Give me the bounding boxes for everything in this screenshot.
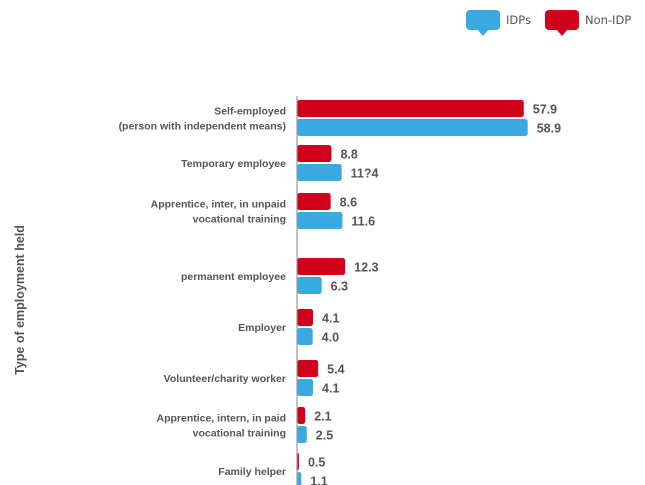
bar-non-idp bbox=[297, 360, 319, 377]
bar-idp bbox=[297, 472, 302, 485]
data-label-non-idp: 4.1 bbox=[322, 312, 339, 326]
category-label: vocational training bbox=[193, 428, 286, 440]
bar-non-idp bbox=[297, 193, 331, 210]
category-label: vocational training bbox=[193, 214, 286, 226]
data-label-non-idp: 2.1 bbox=[314, 410, 331, 424]
category-label: Volunteer/charity worker bbox=[164, 373, 286, 385]
legend-swatch-non-idp bbox=[544, 10, 579, 36]
bar-idp bbox=[297, 379, 314, 396]
data-label-idp: 11?4 bbox=[351, 167, 379, 181]
category-label: Employer bbox=[238, 322, 286, 334]
data-label-idp: 11.6 bbox=[351, 215, 375, 229]
legend-item-non-idp: Non-IDP bbox=[544, 10, 632, 36]
data-label-idp: 4.0 bbox=[322, 331, 339, 345]
category-label: (person with independent means) bbox=[119, 121, 286, 133]
legend-item-idps: IDPs bbox=[466, 10, 531, 36]
data-label-idp: 4.1 bbox=[322, 382, 339, 396]
category-label: Apprentice, intern, in paid bbox=[156, 413, 286, 425]
bar-idp bbox=[297, 426, 307, 443]
bar-idp bbox=[297, 119, 528, 136]
bar-idp bbox=[297, 277, 322, 294]
legend-label-idps: IDPs bbox=[506, 13, 531, 27]
data-label-non-idp: 57.9 bbox=[533, 103, 557, 117]
data-label-idp: 2.5 bbox=[316, 429, 333, 443]
category-label: Apprentice, inter, in unpaid bbox=[151, 199, 286, 211]
category-label: Self-employed bbox=[214, 106, 286, 118]
legend-label-non-idp: Non-IDP bbox=[584, 13, 632, 27]
data-label-non-idp: 8.6 bbox=[340, 196, 357, 210]
data-label-non-idp: 5.4 bbox=[327, 363, 344, 377]
data-label-idp: 58.9 bbox=[537, 122, 561, 136]
category-label: Family helper bbox=[218, 466, 286, 478]
data-label-non-idp: 0.5 bbox=[308, 456, 325, 470]
bar-non-idp bbox=[297, 100, 524, 117]
bar-non-idp bbox=[297, 309, 314, 326]
category-label: Temporary employee bbox=[181, 158, 286, 170]
data-label-non-idp: 12.3 bbox=[354, 261, 378, 275]
data-label-idp: 6.3 bbox=[331, 280, 348, 294]
legend: IDPs Non-IDP bbox=[466, 10, 632, 36]
legend-swatch-idps bbox=[466, 10, 500, 36]
bar-idp bbox=[297, 212, 343, 229]
bar-non-idp bbox=[297, 145, 332, 162]
data-label-idp: 1.1 bbox=[310, 475, 327, 485]
data-label-non-idp: 8.8 bbox=[340, 148, 357, 162]
category-label: permanent employee bbox=[181, 271, 286, 283]
bar-non-idp bbox=[297, 258, 346, 275]
bar-idp bbox=[297, 164, 342, 181]
bar-idp bbox=[297, 328, 313, 345]
bar-non-idp bbox=[297, 407, 306, 424]
